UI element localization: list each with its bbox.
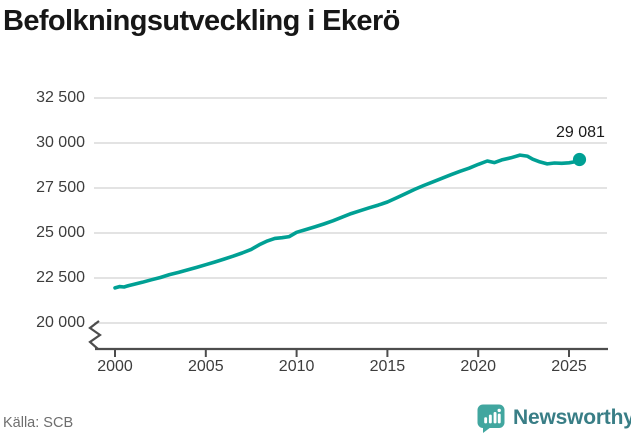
y-tick-label: 20 000: [36, 314, 85, 331]
x-tick-label: 2000: [97, 358, 133, 375]
chart-title: Befolkningsutveckling i Ekerö: [3, 5, 400, 37]
x-tick-label: 2010: [278, 358, 315, 375]
y-tick-label: 25 000: [36, 224, 85, 241]
y-tick-label: 27 500: [36, 179, 85, 196]
latest-point-marker: [572, 152, 587, 167]
y-tick-label: 30 000: [36, 134, 85, 151]
brand-name: Newsworthy: [513, 406, 631, 429]
x-tick-label: 2005: [188, 358, 224, 375]
newsworthy-bubble-chart-icon: [477, 404, 505, 433]
x-tick-label: 2025: [551, 358, 587, 375]
x-tick-label: 2020: [460, 358, 496, 375]
y-tick-label: 22 500: [36, 269, 85, 286]
population-line: [113, 153, 582, 290]
source-note: Källa: SCB: [3, 415, 74, 431]
newsworthy-logo[interactable]: Newsworthy: [476, 402, 631, 434]
axis-break-icon: [88, 320, 102, 350]
x-tick-label: 2015: [369, 358, 406, 375]
latest-value-label: 29 081: [553, 124, 608, 142]
y-tick-label: 32 500: [36, 89, 85, 106]
